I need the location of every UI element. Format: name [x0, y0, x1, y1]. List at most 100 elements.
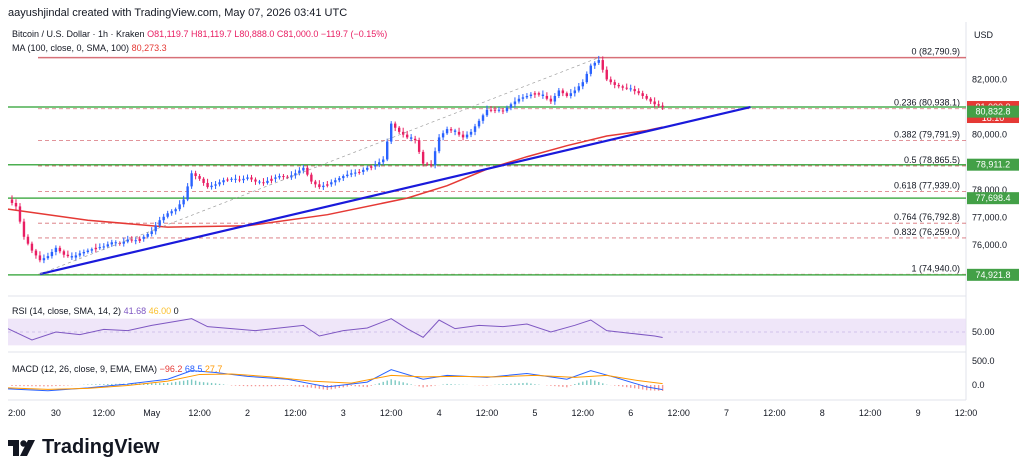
- fib-label: 0.5 (78,865.5): [904, 155, 960, 165]
- candle-body: [605, 69, 608, 80]
- candle-body: [577, 86, 581, 91]
- candle-body: [146, 234, 149, 237]
- rsi-value: 41.68: [123, 306, 147, 316]
- ma-label[interactable]: MA (100, close, 0, SMA, 100): [12, 43, 130, 53]
- candle-body: [437, 137, 441, 152]
- candle-body: [258, 181, 261, 183]
- candle-body: [585, 73, 588, 83]
- candle-body: [266, 180, 269, 183]
- candle-body: [457, 131, 461, 135]
- candle-body: [453, 130, 457, 132]
- time-tick: 30: [51, 408, 61, 418]
- candle-body: [30, 243, 34, 251]
- macd-label[interactable]: MACD (12, 26, close, 9, EMA, EMA): [12, 364, 158, 374]
- candle-body: [633, 89, 636, 92]
- candle-body: [541, 94, 545, 96]
- candle-body: [130, 239, 133, 241]
- candle-body: [537, 93, 541, 95]
- candle-body: [310, 174, 313, 182]
- symbol-name[interactable]: Bitcoin / U.S. Dollar · 1h · Kraken: [12, 29, 145, 39]
- candle-body: [22, 221, 26, 237]
- time-tick: May: [143, 408, 161, 418]
- candle-body: [86, 250, 90, 252]
- candle-body: [186, 186, 189, 200]
- candle-body: [282, 176, 285, 178]
- candle-body: [441, 133, 445, 138]
- time-tick: 3: [341, 408, 346, 418]
- time-tick: 12:00: [188, 408, 211, 418]
- candle-body: [250, 177, 253, 180]
- time-tick: 12:00: [763, 408, 786, 418]
- trendline-line[interactable]: [39, 105, 751, 276]
- candle-body: [661, 105, 664, 108]
- candle-body: [138, 238, 141, 241]
- candle-body: [170, 211, 173, 214]
- candle-body: [178, 204, 181, 210]
- candle-body: [517, 98, 521, 102]
- candle-body: [589, 65, 592, 74]
- trendline[interactable]: [39, 57, 751, 276]
- price-tick: 77,000.0: [972, 212, 1007, 222]
- candle-body: [397, 127, 401, 132]
- candle-body: [525, 95, 529, 98]
- candle-body: [110, 242, 113, 245]
- rsi-legend: RSI (14, close, SMA, 14, 2) 41.68 46.00 …: [12, 306, 179, 316]
- price-tick: 78,000.0: [972, 185, 1007, 195]
- macd-hist-value: −96.2: [159, 364, 183, 374]
- rsi-pane: [7, 318, 966, 346]
- candle-body: [565, 93, 569, 96]
- candle-body: [174, 209, 177, 212]
- candle-body: [18, 206, 22, 222]
- candle-body: [226, 179, 229, 181]
- time-tick: 9: [916, 408, 921, 418]
- candle-body: [473, 126, 477, 132]
- candle-body: [14, 202, 18, 207]
- candle-body: [417, 140, 421, 152]
- time-tick: 12:00: [93, 408, 116, 418]
- candle-body: [94, 247, 98, 250]
- candle-body: [90, 249, 94, 251]
- candle-body: [374, 165, 377, 167]
- candle-body: [521, 97, 525, 99]
- candle-body: [50, 251, 54, 257]
- candle-body: [66, 254, 70, 257]
- candle-body: [54, 247, 58, 252]
- candle-body: [330, 182, 333, 185]
- candle-body: [198, 176, 201, 179]
- candle-body: [378, 162, 381, 165]
- candle-body: [278, 176, 281, 178]
- candle-body: [545, 95, 549, 99]
- macd-legend: MACD (12, 26, close, 9, EMA, EMA) −96.2 …: [12, 364, 222, 374]
- candle-body: [114, 242, 117, 244]
- candle-body: [210, 185, 213, 188]
- candle-body: [481, 115, 485, 121]
- candle-body: [597, 60, 600, 63]
- macd-line-value: 68.5: [184, 364, 203, 374]
- rsi-extra: 0: [173, 306, 179, 316]
- candle-body: [302, 167, 305, 171]
- candle-body: [342, 176, 345, 179]
- tradingview-logo-icon: [8, 439, 35, 456]
- moving-average: [7, 126, 663, 228]
- ma-value: 80,273.3: [131, 43, 167, 53]
- candle-body: [485, 109, 489, 116]
- candle-body: [477, 120, 481, 127]
- rsi-label[interactable]: RSI (14, close, SMA, 14, 2): [12, 306, 122, 316]
- candle-body: [222, 180, 225, 183]
- time-tick: 7: [724, 408, 729, 418]
- candle-body: [362, 169, 365, 172]
- candle-body: [190, 173, 193, 187]
- candle-body: [382, 159, 385, 163]
- candle-body: [529, 94, 533, 96]
- price-tag-subtext: 18:10: [982, 113, 1005, 123]
- candle-body: [242, 178, 245, 181]
- candle-body: [649, 98, 652, 102]
- price-tick: 80,000.0: [972, 130, 1007, 140]
- tradingview-logo[interactable]: TradingView: [8, 436, 159, 459]
- price-tick: 82,000.0: [972, 74, 1007, 84]
- candle-body: [501, 110, 505, 112]
- currency-label[interactable]: USD: [974, 30, 994, 40]
- candle-body: [246, 177, 249, 179]
